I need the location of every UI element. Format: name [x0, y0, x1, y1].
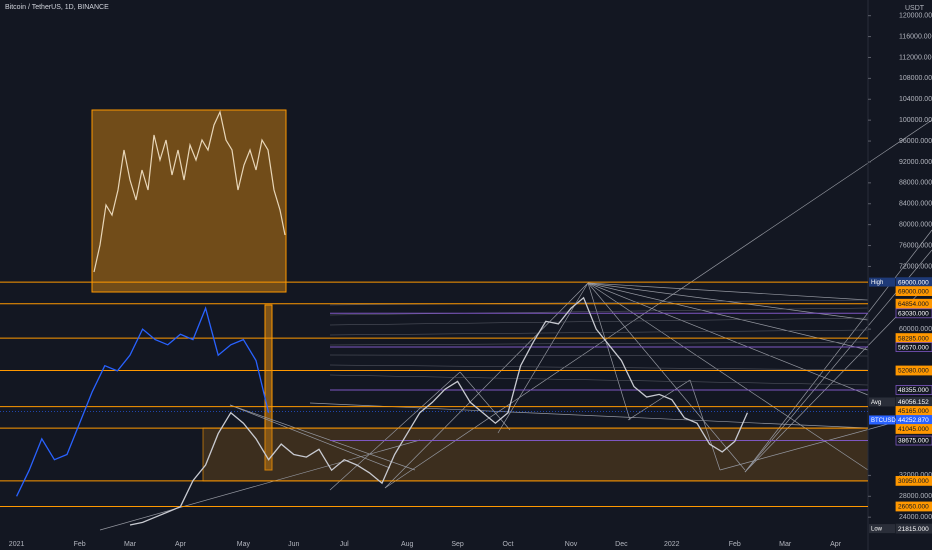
- level-box: [895, 365, 932, 376]
- level-tag-box: [869, 397, 895, 407]
- level-box: [895, 501, 932, 512]
- level-label: 69000.000: [898, 288, 929, 295]
- pattern-box: [91, 109, 287, 293]
- level-label: 69000.000: [898, 279, 929, 286]
- price-line-series: [129, 296, 748, 526]
- x-tick-label: Feb: [74, 541, 86, 548]
- level-label: 63030.000: [898, 311, 929, 318]
- level-box: [895, 475, 932, 486]
- level-label: 52080.000: [898, 368, 929, 375]
- level-lines: [0, 281, 868, 507]
- x-tick-label: Aug: [401, 541, 414, 548]
- y-tick-label: 96000.000: [899, 138, 932, 145]
- level-box: [895, 286, 932, 297]
- x-tick-label: Sep: [451, 541, 464, 548]
- level-box: [895, 308, 932, 319]
- level-tag: Avg: [871, 400, 881, 406]
- level-tag: BTCUSD: [871, 418, 896, 424]
- level-tag: Low: [871, 527, 883, 533]
- y-tick-label: 32000.000: [899, 472, 932, 479]
- level-label: 64854.000: [898, 301, 929, 308]
- y-tick-label: 112000.000: [899, 54, 932, 61]
- y-tick-label: 76000.000: [899, 242, 932, 249]
- level-label: 58285.000: [898, 335, 929, 342]
- x-tick-label: Mar: [124, 541, 137, 548]
- y-tick-label: 60000.000: [899, 326, 932, 333]
- level-label: 41045.000: [898, 426, 929, 433]
- y-tick-label: 92000.000: [899, 159, 932, 166]
- level-label: 26050.000: [898, 504, 929, 511]
- level-tag-box: [869, 415, 895, 425]
- level-box: [895, 385, 932, 395]
- x-tick-label: 2022: [664, 541, 680, 548]
- y-tick-label: 120000.000: [899, 13, 932, 20]
- x-tick-label: Jul: [340, 541, 349, 548]
- chart-title: Bitcoin / TetherUS, 1D, BINANCE: [5, 4, 109, 11]
- y-tick-label: 28000.000: [899, 493, 932, 500]
- y-tick-label: 108000.000: [899, 75, 932, 82]
- drawings: [91, 109, 932, 531]
- y-tick-label: 116000.000: [899, 33, 932, 40]
- x-tick-label: 2021: [9, 541, 25, 548]
- level-label: 56570.000: [898, 344, 929, 351]
- y-tick-label: 84000.000: [899, 201, 932, 208]
- level-box: [895, 435, 932, 446]
- level-box: [895, 342, 932, 352]
- price-line-series: [16, 306, 270, 497]
- x-tick-label: Oct: [503, 541, 514, 548]
- level-label: 44252.870: [898, 417, 929, 424]
- pattern-copy: [93, 110, 286, 273]
- level-box: [895, 424, 932, 434]
- level-label: 30950.000: [898, 478, 929, 485]
- x-tick-label: Feb: [729, 541, 741, 548]
- level-label: 48355.000: [898, 387, 929, 394]
- x-tick-label: Apr: [830, 541, 842, 548]
- level-tag-box: [869, 277, 895, 287]
- currency-label: USDT: [905, 5, 925, 12]
- x-tick-label: May: [237, 541, 251, 548]
- y-tick-label: 80000.000: [899, 221, 932, 228]
- y-tick-label: 72000.000: [899, 263, 932, 270]
- level-box: [895, 298, 932, 309]
- x-tick-label: Dec: [615, 541, 628, 548]
- level-tag-box: [869, 524, 895, 534]
- x-tick-label: Nov: [565, 541, 578, 548]
- x-tick-label: Jun: [288, 541, 299, 548]
- y-tick-label: 24000.000: [899, 514, 932, 521]
- y-tick-label: 88000.000: [899, 180, 932, 187]
- y-tick-label: 100000.000: [899, 117, 932, 124]
- level-label: 21815.000: [898, 526, 929, 533]
- range-bar: [264, 304, 273, 471]
- level-label: 46056.152: [898, 399, 929, 406]
- y-tick-label: 104000.000: [899, 96, 932, 103]
- x-tick-label: Apr: [175, 541, 187, 548]
- level-label: 38675.000: [898, 438, 929, 445]
- x-tick-label: Mar: [779, 541, 792, 548]
- level-box: [895, 523, 932, 534]
- level-tag: High: [871, 280, 883, 286]
- level-label: 45165.000: [898, 408, 929, 415]
